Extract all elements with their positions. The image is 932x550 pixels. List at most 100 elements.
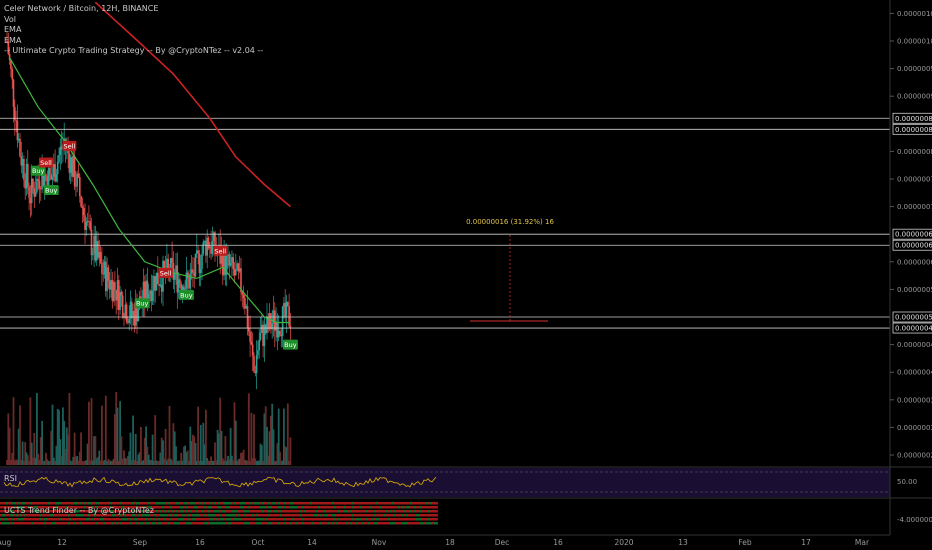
ucts-cell xyxy=(330,502,332,505)
ucts-cell xyxy=(124,510,126,513)
indicator-ema-1[interactable]: EMA xyxy=(4,25,22,34)
buy-tag xyxy=(43,185,59,196)
ucts-cell xyxy=(8,506,10,509)
ucts-cell xyxy=(320,514,322,517)
candle-body xyxy=(50,174,52,180)
ucts-cell xyxy=(80,502,82,505)
volume-bar xyxy=(150,459,153,465)
ucts-cell xyxy=(340,510,342,513)
ucts-cell xyxy=(80,522,82,525)
ucts-cell xyxy=(312,514,314,517)
ucts-cell xyxy=(290,518,292,521)
volume-bar xyxy=(197,406,199,465)
ucts-cell xyxy=(386,522,388,525)
ucts-cell xyxy=(312,502,314,505)
ucts-cell xyxy=(396,506,398,509)
volume-bar xyxy=(262,460,264,465)
rsi-label[interactable]: RSI xyxy=(4,474,17,483)
ucts-cell xyxy=(384,506,386,509)
ucts-cell xyxy=(62,510,64,513)
ucts-cell xyxy=(388,510,390,513)
ucts-cell xyxy=(40,510,42,513)
ucts-cell xyxy=(192,502,194,505)
ucts-cell xyxy=(24,514,26,517)
ucts-cell xyxy=(414,514,416,517)
ucts-cell xyxy=(354,522,356,525)
ucts-cell xyxy=(50,502,52,505)
ucts-cell xyxy=(306,502,308,505)
candle-body xyxy=(60,146,63,150)
candle-body xyxy=(10,60,12,69)
ucts-cell xyxy=(72,510,74,513)
ucts-cell xyxy=(392,514,394,517)
ucts-cell xyxy=(312,522,314,525)
ucts-cell xyxy=(298,510,300,513)
ucts-cell xyxy=(324,506,326,509)
ucts-cell xyxy=(96,506,98,509)
ucts-cell xyxy=(44,522,46,525)
ucts-cell xyxy=(290,514,292,517)
indicator-vol[interactable]: Vol xyxy=(4,14,16,24)
ucts-cell xyxy=(280,514,282,517)
ucts-cell xyxy=(32,506,34,509)
candle-body xyxy=(36,178,38,193)
ucts-cell xyxy=(292,510,294,513)
ucts-cell xyxy=(14,510,16,513)
indicator-ema-2[interactable]: EMA xyxy=(4,35,22,45)
ucts-cell xyxy=(406,502,408,505)
ucts-cell xyxy=(10,518,12,521)
candle-body xyxy=(198,253,201,273)
candle-body xyxy=(102,273,104,275)
ucts-cell xyxy=(218,502,220,505)
level-price-label: 0.00000084 xyxy=(895,126,932,134)
volume-bar xyxy=(254,458,257,465)
ucts-cell xyxy=(402,502,404,505)
candle-body xyxy=(205,240,207,256)
ucts-cell xyxy=(64,506,66,509)
ucts-cell xyxy=(332,506,334,509)
ucts-cell xyxy=(270,506,272,509)
symbol-title[interactable]: Celer Network / Bitcoin, 12H, BINANCE xyxy=(4,4,159,13)
candle-body xyxy=(186,272,189,278)
ucts-cell xyxy=(20,522,22,525)
ucts-cell xyxy=(194,506,196,509)
ucts-cell xyxy=(110,518,112,521)
ucts-cell xyxy=(294,502,296,505)
ucts-cell xyxy=(360,518,362,521)
ucts-cell xyxy=(142,502,144,505)
ucts-cell xyxy=(10,506,12,509)
candle-body xyxy=(119,291,121,310)
candle-body xyxy=(197,250,199,254)
ucts-cell xyxy=(308,514,310,517)
ucts-cell xyxy=(252,502,254,505)
time-tick-label: Dec xyxy=(495,538,510,547)
ucts-cell xyxy=(282,510,284,513)
candle-body xyxy=(153,276,155,292)
ucts-cell xyxy=(42,510,44,513)
candle-body xyxy=(280,334,283,336)
ucts-cell xyxy=(84,506,86,509)
ucts-cell xyxy=(152,514,154,517)
ucts-cell xyxy=(434,522,436,525)
ucts-cell xyxy=(146,514,148,517)
ucts-cell xyxy=(94,514,96,517)
candle-body xyxy=(47,167,50,192)
ucts-cell xyxy=(54,510,56,513)
ucts-cell xyxy=(228,506,230,509)
ucts-cell xyxy=(198,518,200,521)
ucts-cell xyxy=(100,514,102,517)
volume-bar xyxy=(259,443,262,465)
ucts-cell xyxy=(122,518,124,521)
ucts-cell xyxy=(206,522,208,525)
volume-bar xyxy=(30,442,33,465)
ucts-cell xyxy=(148,506,150,509)
ucts-cell xyxy=(54,522,56,525)
ucts-cell xyxy=(62,506,64,509)
ucts-label[interactable]: UCTS Trend Finder -- By @CryptoNTez xyxy=(4,506,154,515)
ucts-cell xyxy=(70,510,72,513)
ucts-cell xyxy=(342,510,344,513)
ucts-cell xyxy=(94,506,96,509)
ucts-cell xyxy=(62,522,64,525)
indicator-ucts[interactable]: -- Ultimate Crypto Trading Strategy -- B… xyxy=(4,46,264,55)
